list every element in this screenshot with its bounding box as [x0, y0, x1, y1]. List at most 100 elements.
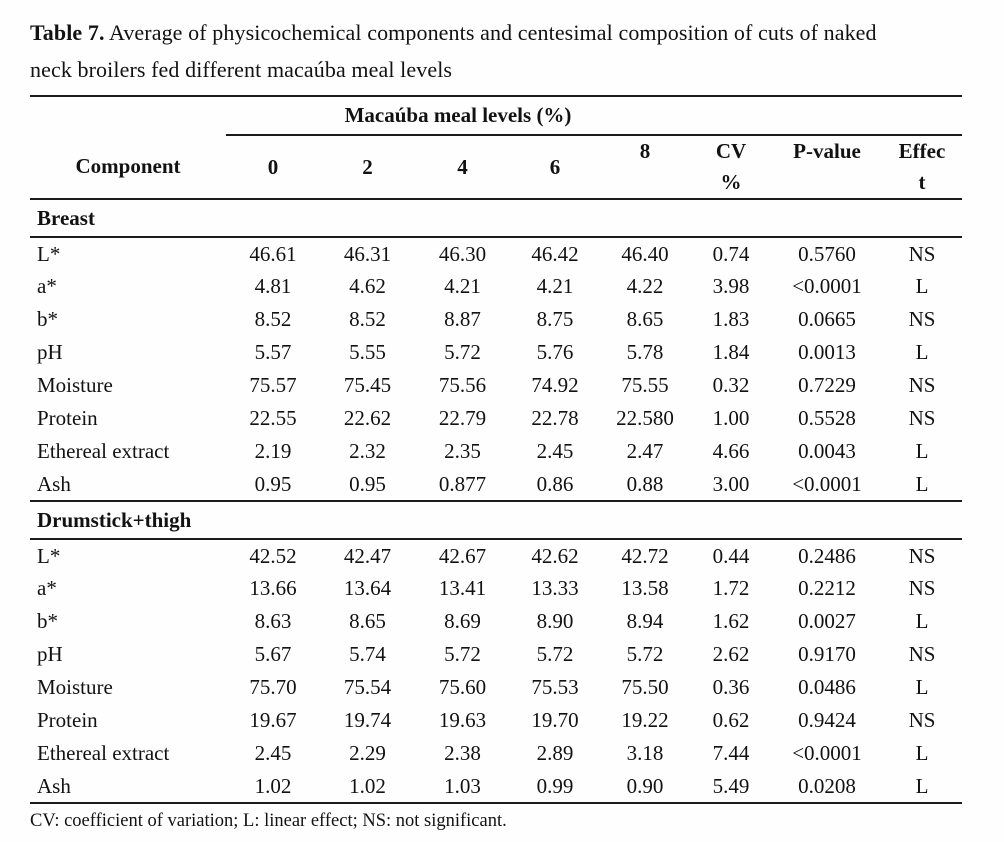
- value-cell: NS: [908, 241, 936, 266]
- value-cell: 13.64: [343, 576, 392, 600]
- header-cell-level-0: 0: [226, 135, 320, 200]
- value-cell: 2.38: [444, 741, 481, 765]
- value-cell: L: [915, 274, 929, 298]
- component-cell: Protein: [37, 406, 98, 430]
- header-cell-line: %: [720, 170, 742, 194]
- value-cell: 0.2486: [798, 543, 856, 568]
- value-cell: 8.63: [254, 609, 292, 633]
- value-cell: 0.90: [626, 773, 664, 798]
- header-cell-effect: Effec t: [882, 135, 962, 200]
- header-cell-line: Component: [75, 154, 181, 178]
- value-cell: 46.42: [531, 241, 579, 266]
- value-cell: <0.0001: [792, 471, 862, 496]
- value-cell: 13.66: [249, 576, 297, 600]
- value-cell: 3.00: [712, 471, 750, 496]
- value-cell: 2.29: [349, 741, 386, 765]
- value-cell: 8.87: [444, 307, 481, 331]
- component-cell: Ash: [37, 773, 71, 798]
- value-cell: 5.72: [626, 642, 664, 666]
- value-cell: NS: [908, 642, 936, 666]
- value-cell: 0.9424: [798, 708, 856, 732]
- value-cell: L: [915, 675, 929, 699]
- table-row: Protein 19.67 19.74 19.63 19.70 19.22 0.62 0.94…: [30, 704, 962, 737]
- value-cell: 0.32: [712, 373, 750, 397]
- value-cell: 8.90: [536, 609, 574, 633]
- header-cell-line: 0: [267, 154, 279, 179]
- value-cell: 8.94: [626, 609, 664, 633]
- header-cell-p-value: P-value: [772, 135, 882, 200]
- value-cell: 0.5760: [798, 241, 856, 266]
- value-cell: 0.0665: [798, 307, 856, 331]
- caption-line-2: neck broilers fed different macaúba meal…: [30, 57, 453, 82]
- value-cell: 5.72: [536, 642, 574, 666]
- header-cell-cv-percent: CV%: [690, 135, 772, 200]
- value-cell: 46.30: [438, 241, 487, 266]
- value-cell: 2.32: [349, 439, 386, 463]
- value-cell: 22.580: [616, 406, 674, 430]
- caption-table-number: Table 7.: [30, 20, 105, 45]
- header-cell-line: 2: [362, 154, 373, 179]
- value-cell: 5.57: [254, 340, 292, 364]
- value-cell: 22.62: [343, 406, 392, 430]
- results-table: Macaúba meal levels (%) Component 0 2 4 6 8 CV…: [30, 95, 962, 804]
- header-cell-component: Component: [30, 135, 226, 200]
- value-cell: 42.47: [343, 543, 392, 568]
- value-cell: 8.52: [349, 307, 386, 331]
- section-header-label: Drumstick+thigh: [30, 500, 962, 540]
- value-cell: 4.66: [712, 439, 750, 463]
- value-cell: 1.02: [349, 773, 386, 798]
- header-cell-level-2: 2: [320, 135, 415, 200]
- value-cell: 22.78: [531, 406, 579, 430]
- value-cell: 19.63: [438, 708, 487, 732]
- value-cell: 0.62: [712, 708, 750, 732]
- value-cell: 0.877: [438, 471, 487, 496]
- spanner-heading: Macaúba meal levels (%): [226, 96, 690, 136]
- table-row: Ash 0.95 0.95 0.877 0.86 0.88 3.00 <0.0001 L: [30, 468, 962, 501]
- value-cell: 0.2212: [798, 576, 856, 600]
- value-cell: 5.67: [254, 642, 292, 666]
- value-cell: 8.65: [626, 307, 664, 331]
- value-cell: 19.22: [621, 708, 669, 732]
- value-cell: 75.56: [438, 373, 487, 397]
- value-cell: 5.76: [536, 340, 574, 364]
- value-cell: 8.52: [254, 307, 292, 331]
- value-cell: 5.49: [712, 773, 750, 798]
- table-row: Ash 1.02 1.02 1.03 0.99 0.90 5.49 0.0208 L: [30, 770, 962, 803]
- value-cell: NS: [908, 576, 936, 600]
- value-cell: 75.54: [343, 675, 392, 699]
- value-cell: 0.0486: [798, 675, 856, 699]
- value-cell: 46.40: [621, 241, 669, 266]
- value-cell: 46.31: [343, 241, 392, 266]
- value-cell: 4.21: [536, 274, 574, 298]
- value-cell: 3.98: [712, 274, 750, 298]
- value-cell: 0.36: [712, 675, 750, 699]
- value-cell: 42.62: [531, 543, 579, 568]
- header-cell-line: t: [918, 170, 926, 194]
- table-caption: Table 7. Average of physicochemical comp…: [30, 14, 962, 88]
- table-row: b* 8.63 8.65 8.69 8.90 8.94 1.62 0.0027 L: [30, 605, 962, 638]
- value-cell: 42.67: [438, 543, 487, 568]
- value-cell: 4.62: [349, 274, 386, 298]
- table-row: a* 13.66 13.64 13.41 13.33 13.58 1.72 0.2212 NS: [30, 572, 962, 605]
- component-cell: b*: [37, 307, 58, 331]
- component-cell: L*: [37, 543, 61, 568]
- value-cell: 5.72: [444, 642, 481, 666]
- value-cell: 42.72: [621, 543, 669, 568]
- component-cell: Protein: [37, 708, 98, 732]
- spanner-gap-cell: [30, 96, 226, 135]
- value-cell: 1.03: [444, 773, 481, 798]
- value-cell: 0.0043: [798, 439, 856, 463]
- value-cell: 1.72: [712, 576, 750, 600]
- table-row: Moisture 75.70 75.54 75.60 75.53 75.50 0.36 0.0…: [30, 671, 962, 704]
- value-cell: 1.02: [254, 773, 292, 798]
- header-cell-line: CV: [715, 139, 747, 163]
- component-cell: Ethereal extract: [37, 741, 170, 765]
- value-cell: 8.69: [444, 609, 481, 633]
- header-cell-line: P-value: [793, 139, 861, 163]
- table-footnote: CV: coefficient of variation; L: linear …: [30, 811, 507, 831]
- value-cell: 5.55: [349, 340, 386, 364]
- value-cell: L: [915, 340, 929, 364]
- value-cell: 8.65: [349, 609, 386, 633]
- value-cell: 0.44: [712, 543, 750, 568]
- component-cell: a*: [37, 274, 57, 298]
